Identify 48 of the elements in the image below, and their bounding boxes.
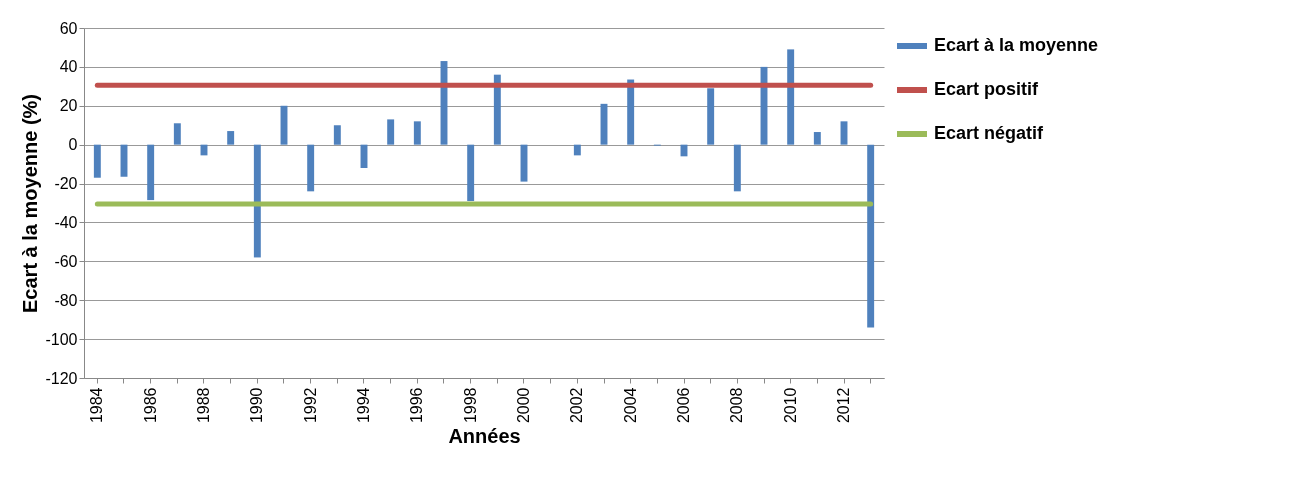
y-tick-label: 0 [68,136,78,154]
legend-label: Ecart négatif [934,123,1045,143]
x-tick-label: 2010 [781,387,799,424]
legend-label: Ecart à la moyenne [934,35,1099,55]
y-tick-label: -20 [54,175,78,193]
bar [707,88,715,145]
x-tick-label: 1998 [461,387,479,424]
bar [467,144,475,202]
bar [627,79,635,145]
bar [93,144,101,178]
x-tick-label: 2000 [515,387,532,424]
legend-label: Ecart positif [934,79,1040,99]
y-tick-label: -100 [45,330,78,348]
y-tick-label: 20 [59,97,78,115]
bar [573,144,581,156]
y-tick-label: -80 [54,291,78,309]
bar [867,144,875,328]
x-tick-label: 1988 [195,387,212,424]
y-axis-title: Ecart à la moyenne (%) [19,94,42,313]
bar [147,144,155,201]
bar [733,144,741,192]
bar [413,121,421,145]
y-tick-label: -120 [45,369,78,387]
x-tick-label: 1986 [141,387,159,424]
x-axis-title: Années [448,425,521,448]
x-tick-label: 1984 [88,387,106,424]
x-tick-label: 2012 [835,387,852,424]
x-tick-label: 2006 [675,387,692,424]
y-tick-label: 60 [59,19,78,37]
bar [493,74,501,145]
y-tick-label: -40 [54,213,78,231]
x-tick-label: 2002 [568,387,586,424]
bar [787,49,795,145]
bar [173,123,181,145]
bar [387,119,395,145]
bar [307,144,315,192]
x-tick-label: 2004 [621,387,639,424]
x-tick-label: 1990 [248,387,266,424]
x-tick-label: 2008 [728,387,746,424]
x-tick-label: 1996 [408,387,426,424]
x-tick-label: 1992 [301,387,319,424]
x-tick-label: 1994 [355,387,372,424]
y-tick-label: 40 [59,58,78,76]
bar [227,131,235,145]
bar [253,144,261,258]
bar [813,132,821,145]
bar [333,125,341,145]
y-tick-label: -60 [54,252,78,270]
